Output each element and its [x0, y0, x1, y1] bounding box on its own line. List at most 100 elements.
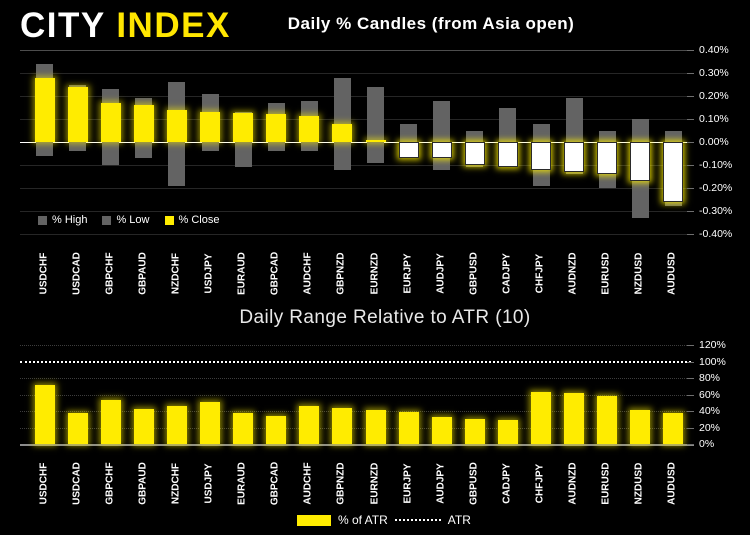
- pct-of-atr-swatch-icon: [297, 514, 331, 526]
- y-tick-mark: [687, 211, 694, 212]
- bar-EURUSD-atr: [597, 396, 618, 444]
- y-tick-label: 0%: [699, 438, 715, 450]
- x-label-EURNZD: EURNZD: [369, 252, 381, 295]
- bar-EURJPY-high: [400, 123, 418, 142]
- top-chart-y-axis: 0.40% 0.30% 0.20% 0.10% 0.00% -0.10% -0.20% -0.…: [687, 44, 749, 240]
- x-label-AUDJPY: AUDJPY: [435, 253, 447, 294]
- y-tick-mark: [687, 165, 694, 166]
- bar-CHFJPY-high: [532, 123, 550, 142]
- legend-item-low: % Low: [102, 214, 150, 226]
- bottom-chart-legend: % of ATR ATR: [297, 513, 471, 527]
- legend-atr-label: ATR: [447, 513, 471, 527]
- y-tick-mark: [687, 345, 694, 346]
- x-label-GBPCHF: GBPCHF: [104, 462, 116, 505]
- y-tick-mark: [687, 361, 694, 363]
- y-tick-mark: [687, 234, 694, 235]
- baseline: [20, 444, 694, 446]
- y-tick-mark: [687, 411, 694, 412]
- bar-GBPCAD-close: [266, 114, 287, 142]
- y-tick-mark: [687, 142, 694, 143]
- x-label-EURNZD: EURNZD: [369, 462, 381, 505]
- high-swatch-icon: [38, 215, 47, 225]
- bar-GBPCAD-atr: [266, 415, 287, 444]
- bar-AUDCHF-close: [299, 115, 320, 142]
- x-label-GBPCHF: GBPCHF: [104, 252, 116, 295]
- bar-USDJPY-atr: [200, 401, 221, 444]
- y-tick-label: 0.20%: [699, 90, 729, 102]
- gridline: [20, 394, 691, 396]
- x-label-GBPAUD: GBPAUD: [137, 252, 149, 295]
- bar-USDJPY-close: [200, 112, 221, 142]
- x-label-USDJPY: USDJPY: [203, 253, 215, 294]
- x-label-AUDNZD: AUDNZD: [567, 252, 579, 295]
- x-label-AUDCHF: AUDCHF: [302, 252, 314, 295]
- x-label-GBPUSD: GBPUSD: [468, 462, 480, 505]
- bottom-chart-x-labels: USDCHF USDCAD GBPCHF GBPAUD NZDCHF USDJPY EURA…: [28, 453, 690, 517]
- bar-USDCHF-atr: [34, 384, 55, 444]
- bar-GBPUSD-atr: [464, 419, 485, 444]
- top-chart-x-labels: USDCHF USDCAD GBPCHF GBPAUD NZDCHF USDJPY EURA…: [28, 243, 690, 307]
- atr-100pct-line: [20, 360, 691, 363]
- gridline: [20, 73, 691, 74]
- bar-GBPAUD-close: [133, 105, 154, 142]
- y-tick-mark: [687, 444, 694, 445]
- x-label-EURJPY: EURJPY: [402, 253, 414, 294]
- bar-USDJPY-low: [201, 142, 219, 152]
- legend-item-high: % High: [38, 214, 87, 226]
- bar-NZDCHF-atr: [166, 406, 187, 444]
- bar-EURUSD-high: [598, 130, 616, 142]
- bottom-chart-y-axis: 120% 100% 80% 60% 40% 20% 0%: [687, 339, 749, 450]
- x-label-NZDCHF: NZDCHF: [170, 462, 182, 505]
- x-label-USDCHF: USDCHF: [38, 252, 50, 295]
- gridline: [20, 234, 691, 235]
- y-tick-label: 60%: [699, 388, 721, 401]
- bar-GBPNZD-atr: [332, 407, 353, 444]
- y-tick-label: 40%: [699, 405, 721, 417]
- bar-EURNZD-high: [367, 86, 385, 142]
- atr-range-plot: [20, 345, 694, 446]
- gridline: [20, 427, 691, 429]
- bar-CADJPY-high: [499, 107, 517, 142]
- bar-NZDCHF-low: [168, 142, 186, 186]
- gridline: [20, 211, 691, 212]
- x-label-EURUSD: EURUSD: [600, 252, 612, 295]
- gridline: [20, 188, 691, 189]
- y-tick-label: 120%: [699, 339, 726, 351]
- gridline: [20, 411, 691, 412]
- bar-USDCAD-close: [67, 86, 88, 142]
- y-tick-label: -0.40%: [699, 228, 733, 240]
- x-label-AUDJPY: AUDJPY: [435, 463, 447, 504]
- x-label-CHFJPY: CHFJPY: [534, 253, 546, 294]
- y-tick-label: 100%: [699, 355, 726, 368]
- bar-GBPAUD-atr: [133, 408, 154, 444]
- x-label-USDCAD: USDCAD: [71, 252, 83, 295]
- x-label-AUDUSD: AUDUSD: [666, 252, 678, 295]
- legend-low-label: % Low: [116, 214, 150, 226]
- bar-AUDCHF-low: [300, 142, 318, 152]
- bar-CADJPY-close: [497, 142, 518, 168]
- legend-pct-of-atr-label: % of ATR: [338, 513, 388, 527]
- bar-EURNZD-atr: [365, 410, 386, 444]
- x-label-GBPCAD: GBPCAD: [269, 461, 281, 506]
- x-label-GBPCAD: GBPCAD: [269, 251, 281, 296]
- y-tick-mark: [687, 73, 694, 74]
- bar-CADJPY-atr: [497, 420, 518, 444]
- x-label-USDCAD: USDCAD: [71, 462, 83, 505]
- bar-GBPNZD-low: [333, 142, 351, 170]
- x-label-NZDUSD: NZDUSD: [633, 462, 645, 505]
- y-tick-label: 0.00%: [699, 136, 729, 148]
- gridline: [20, 119, 691, 120]
- bar-EURNZD-close: [365, 139, 386, 142]
- gridline: [20, 165, 691, 166]
- bar-NZDUSD-high: [631, 119, 649, 142]
- x-label-GBPNZD: GBPNZD: [335, 462, 347, 505]
- bar-GBPCHF-close: [100, 102, 121, 142]
- bar-GBPCAD-low: [267, 142, 285, 152]
- y-tick-label: 0.30%: [699, 67, 729, 79]
- bar-EURJPY-close: [398, 142, 419, 159]
- bar-AUDNZD-close: [564, 142, 585, 172]
- y-tick-mark: [687, 378, 694, 379]
- y-tick-label: 0.10%: [699, 113, 729, 125]
- logo-index-text: INDEX: [116, 6, 231, 45]
